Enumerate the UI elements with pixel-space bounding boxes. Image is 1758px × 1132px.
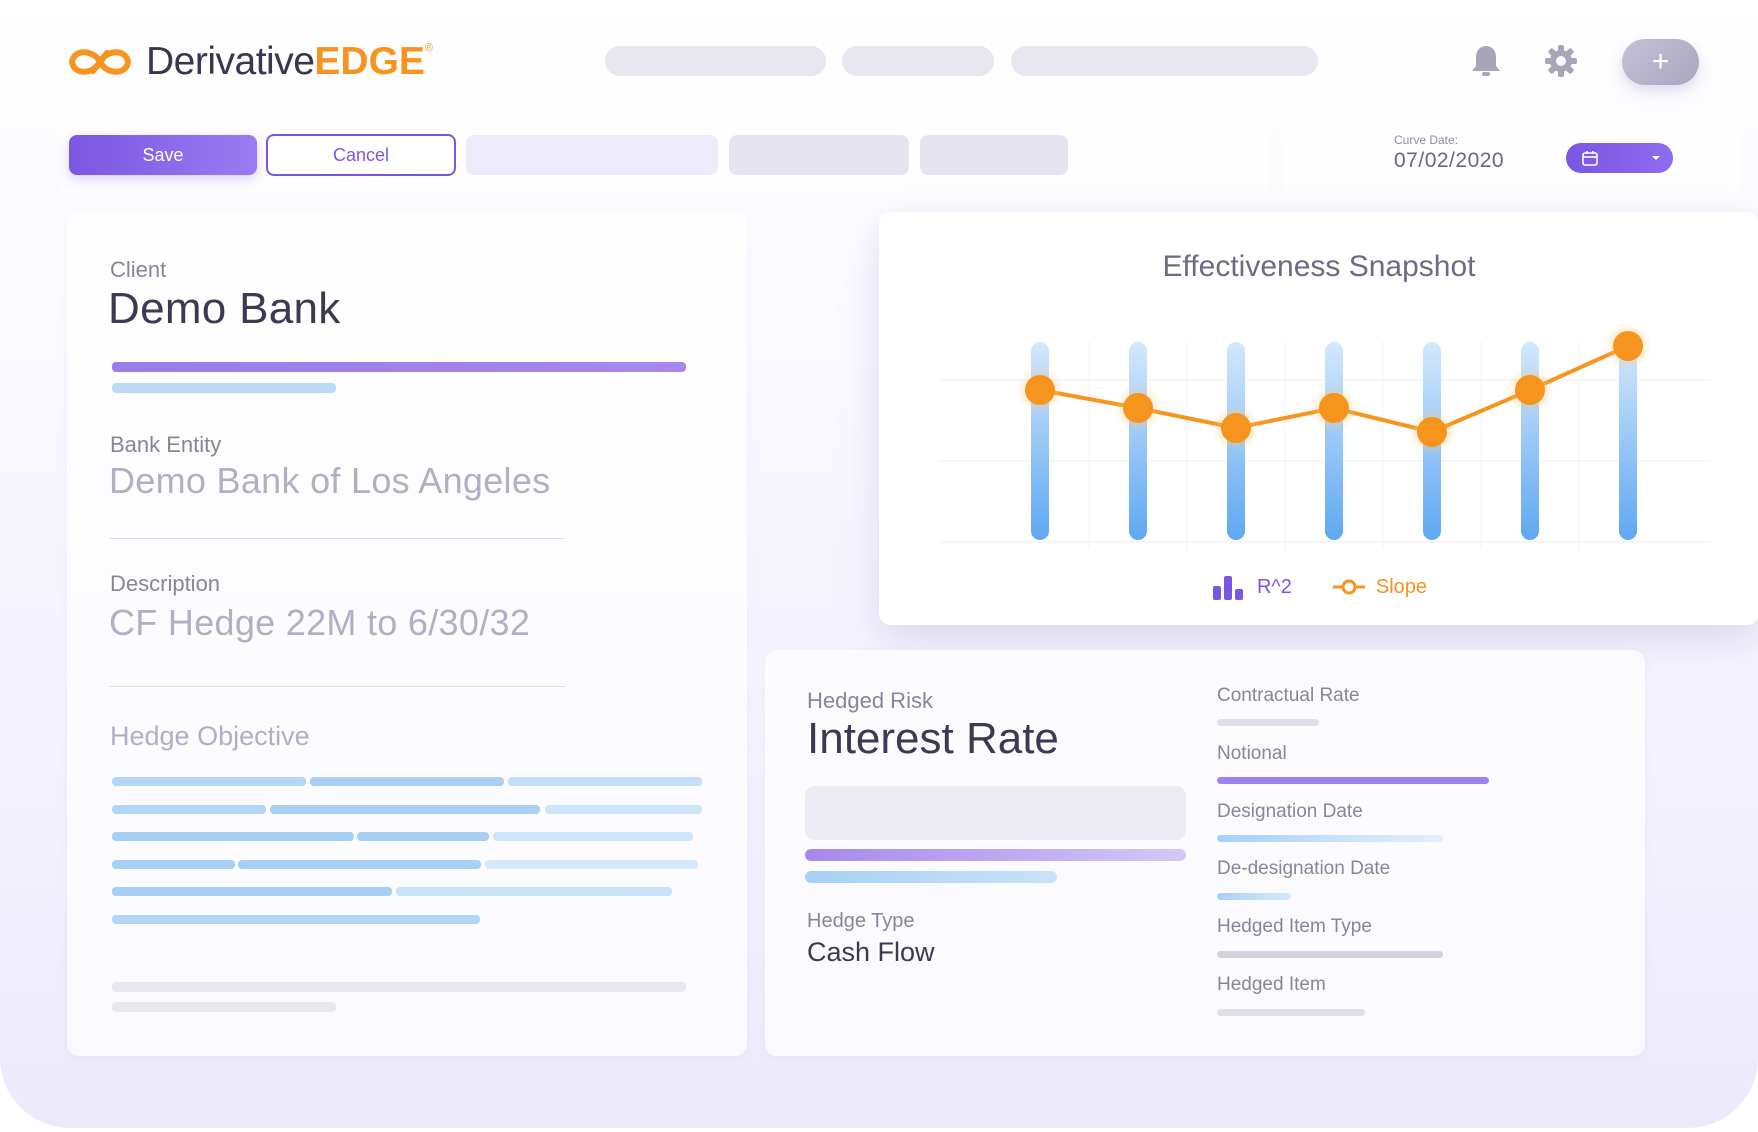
text-line <box>112 860 235 869</box>
logo-accent: EDGE <box>314 40 425 83</box>
designation-date-value[interactable] <box>1217 835 1443 842</box>
legend-label-slope: Slope <box>1375 575 1428 598</box>
legend-label-r2: R^2 <box>1256 575 1292 598</box>
text-line <box>112 915 480 924</box>
footer-placeholder-bar <box>112 1002 336 1012</box>
divider <box>110 686 565 687</box>
gear-icon <box>1545 45 1577 77</box>
line-marker-icon <box>1332 579 1365 595</box>
chevron-down-icon <box>1652 156 1660 160</box>
curve-date-value: 07/02/2020 <box>1394 149 1505 172</box>
divider <box>110 538 565 539</box>
effectiveness-chart-card: Effectiveness Snapshot <box>879 212 1758 625</box>
chart-legend: R^2 Slope <box>879 574 1758 600</box>
text-line <box>310 777 504 786</box>
nav-placeholder-2[interactable] <box>842 46 994 76</box>
hedged-risk-input[interactable] <box>805 786 1186 840</box>
notional-value[interactable] <box>1217 777 1489 784</box>
contractual-rate-value[interactable] <box>1217 719 1319 726</box>
designation-date-label: Designation Date <box>1217 801 1363 822</box>
curve-date-panel <box>1282 118 1742 192</box>
slope-point[interactable] <box>1613 331 1643 361</box>
notional-label: Notional <box>1217 743 1287 764</box>
app-logo[interactable]: DerivativeEDGE® <box>66 40 433 84</box>
curve-date-label: Curve Date: <box>1394 133 1459 147</box>
hedged-item-type-label: Hedged Item Type <box>1217 916 1372 937</box>
text-line <box>112 777 306 786</box>
text-line <box>112 887 392 896</box>
text-line <box>112 832 354 841</box>
slope-point[interactable] <box>1417 417 1447 447</box>
slope-point[interactable] <box>1025 375 1055 405</box>
slope-point[interactable] <box>1515 375 1545 405</box>
nav-placeholder-3[interactable] <box>1011 46 1318 76</box>
text-line <box>238 860 481 869</box>
toolbar-placeholder-3[interactable] <box>920 135 1068 175</box>
calendar-icon <box>1582 151 1598 166</box>
add-button[interactable]: + <box>1622 39 1699 85</box>
logo-text: DerivativeEDGE® <box>146 40 433 84</box>
notifications-button[interactable] <box>1466 41 1506 81</box>
r2-bar[interactable] <box>1619 342 1637 540</box>
chart-title: Effectiveness Snapshot <box>1162 250 1476 283</box>
legend-item-slope[interactable]: Slope <box>1332 574 1427 600</box>
contractual-rate-label: Contractual Rate <box>1217 685 1360 706</box>
toolbar-placeholder-2[interactable] <box>729 135 909 175</box>
hedged-risk-label: Hedged Risk <box>807 688 933 713</box>
de-designation-date-label: De-designation Date <box>1217 858 1391 879</box>
slope-point[interactable] <box>1221 413 1251 443</box>
hedged-item-value[interactable] <box>1217 1009 1365 1016</box>
text-line <box>493 832 693 841</box>
curve-date-picker[interactable] <box>1566 143 1673 173</box>
toolbar-placeholder-1[interactable] <box>466 135 718 175</box>
cancel-button[interactable]: Cancel <box>266 134 456 176</box>
text-line <box>508 777 702 786</box>
client-progress-bar <box>112 362 686 372</box>
logo-name: Derivative <box>146 40 315 83</box>
text-line <box>485 860 698 869</box>
text-line <box>357 832 489 841</box>
hedged-item-type-value[interactable] <box>1217 951 1443 958</box>
logo-registered-mark: ® <box>424 42 433 54</box>
bell-icon <box>1472 46 1500 76</box>
r2-bar[interactable] <box>1129 342 1147 540</box>
nav-placeholder-1[interactable] <box>605 46 826 76</box>
save-button[interactable]: Save <box>69 135 257 175</box>
footer-placeholder-bar <box>112 982 686 992</box>
client-value: Demo Bank <box>108 284 341 333</box>
bank-entity-value[interactable]: Demo Bank of Los Angeles <box>109 460 551 501</box>
text-line <box>545 805 702 814</box>
slope-point[interactable] <box>1319 393 1349 423</box>
hedged-item-label: Hedged Item <box>1217 974 1326 995</box>
effectiveness-chart <box>941 322 1711 550</box>
bank-entity-label: Bank Entity <box>110 432 222 457</box>
de-designation-date-value[interactable] <box>1217 893 1291 900</box>
r2-bar[interactable] <box>1325 342 1343 540</box>
settings-button[interactable] <box>1541 41 1581 81</box>
description-label: Description <box>110 571 221 596</box>
hedged-risk-sub-bar <box>805 871 1057 883</box>
hedged-risk-value: Interest Rate <box>807 714 1059 763</box>
plus-icon: + <box>1651 45 1670 78</box>
hedge-type-label: Hedge Type <box>807 910 915 932</box>
infinity-logo-icon <box>68 49 132 75</box>
hedged-risk-progress-bar <box>805 849 1186 861</box>
text-line <box>396 887 672 896</box>
text-line <box>112 805 266 814</box>
hedge-type-value[interactable]: Cash Flow <box>807 937 935 967</box>
slope-point[interactable] <box>1123 393 1153 423</box>
text-line <box>270 805 540 814</box>
legend-item-r2[interactable]: R^2 <box>1211 574 1292 600</box>
description-value[interactable]: CF Hedge 22M to 6/30/32 <box>109 602 531 643</box>
client-sub-bar <box>112 383 336 393</box>
bar-chart-icon <box>1212 576 1243 600</box>
client-label: Client <box>110 257 167 282</box>
hedge-objective-label: Hedge Objective <box>110 721 310 751</box>
